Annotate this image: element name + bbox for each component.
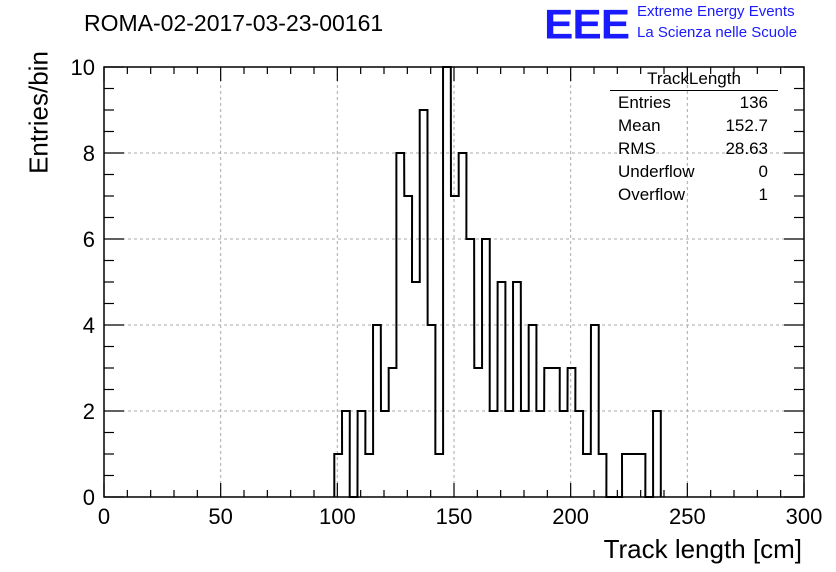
x-tick-label: 300	[786, 504, 823, 529]
y-tick-label: 2	[83, 399, 95, 424]
grid-lines	[104, 67, 804, 497]
stats-row-rms: RMS 28.63	[610, 137, 778, 160]
x-axis-label: Track length [cm]	[603, 534, 802, 564]
stats-title: TrackLength	[610, 68, 778, 91]
stats-value: 152.7	[725, 116, 768, 135]
stats-row-overflow: Overflow 1	[610, 183, 778, 206]
histogram-line	[333, 66, 662, 498]
x-tick-label: 50	[208, 504, 232, 529]
stats-value: 1	[758, 185, 768, 204]
x-tick-label: 150	[436, 504, 473, 529]
stats-label: Entries	[618, 93, 671, 112]
stats-row-underflow: Underflow 0	[610, 160, 778, 183]
stats-row-entries: Entries 136	[610, 91, 778, 114]
y-tick-label: 4	[83, 313, 95, 338]
run-title: ROMA-02-2017-03-23-00161	[84, 10, 384, 36]
y-axis-label: Entries/bin	[23, 51, 54, 174]
y-tick-label: 10	[71, 55, 95, 80]
x-tick-label: 250	[669, 504, 706, 529]
axis-ticks	[103, 66, 805, 498]
stats-label: Mean	[618, 116, 661, 135]
stats-label: RMS	[618, 139, 656, 158]
y-tick-label: 8	[83, 141, 95, 166]
stats-row-mean: Mean 152.7	[610, 114, 778, 137]
x-tick-label: 100	[319, 504, 356, 529]
stats-value: 136	[739, 93, 768, 112]
logo-subtitle-2: La Scienza nelle Scuole	[637, 24, 798, 41]
y-tick-label: 6	[83, 227, 95, 252]
eee-logo: EEE	[544, 1, 630, 48]
y-tick-label: 0	[83, 485, 95, 510]
stats-value: 0	[758, 162, 768, 181]
logo-subtitle-1: Extreme Energy Events	[637, 3, 795, 20]
stats-value: 28.63	[725, 139, 768, 158]
x-tick-label: 0	[98, 504, 110, 529]
stats-label: Overflow	[618, 185, 686, 204]
stats-label: Underflow	[618, 162, 695, 181]
x-tick-label: 200	[552, 504, 589, 529]
stats-box: TrackLength Entries 136 Mean 152.7 RMS 2…	[610, 68, 778, 206]
